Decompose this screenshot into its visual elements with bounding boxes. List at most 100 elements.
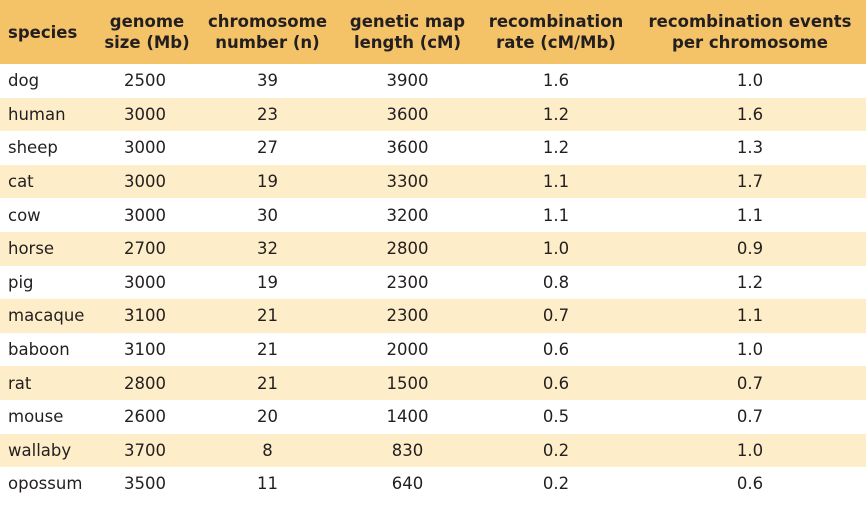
table-cell-genetic-map-length: 1400 <box>337 399 478 434</box>
table-row: macaque 3100 21 2300 0.7 1.1 <box>0 299 866 333</box>
table-row: horse 2700 32 2800 1.0 0.9 <box>0 231 866 266</box>
table-cell-recombination-rate: 1.1 <box>478 198 634 232</box>
table-cell-recombination-rate: 0.6 <box>478 332 634 367</box>
table-cell-genetic-map-length: 2800 <box>337 231 478 266</box>
table-header: species genome size (Mb) chromosome number (… <box>0 0 866 64</box>
column-header-line: genome <box>109 12 185 31</box>
table-cell-recombination-events: 0.7 <box>634 366 866 400</box>
table-cell-species: sheep <box>0 131 96 165</box>
table-cell-chromosome-number: 27 <box>198 131 337 165</box>
column-header-line: length (cM) <box>353 33 462 52</box>
table-cell-genetic-map-length: 3600 <box>337 131 478 165</box>
table-cell-recombination-events: 1.6 <box>634 97 866 132</box>
table-cell-species: opossum <box>0 467 96 501</box>
table-row: sheep 3000 27 3600 1.2 1.3 <box>0 131 866 165</box>
table-cell-genome-size: 2700 <box>96 231 198 266</box>
table-cell-chromosome-number: 8 <box>198 433 337 468</box>
table-cell-genome-size: 3500 <box>96 467 198 501</box>
table-cell-species: baboon <box>0 332 96 367</box>
table-cell-species: cow <box>0 198 96 232</box>
table-cell-genome-size: 3700 <box>96 433 198 468</box>
table-cell-species: cat <box>0 164 96 199</box>
table-cell-chromosome-number: 39 <box>198 64 337 98</box>
column-header-genome-size: genome size (Mb) <box>96 0 198 64</box>
table-cell-genome-size: 3000 <box>96 164 198 199</box>
table-cell-genetic-map-length: 2300 <box>337 265 478 300</box>
table-cell-recombination-rate: 0.6 <box>478 366 634 400</box>
table-cell-species: dog <box>0 64 96 98</box>
column-header-chromosome-number: chromosome number (n) <box>198 0 337 64</box>
column-header-line: genetic map <box>349 12 466 31</box>
column-header-line: recombination <box>488 12 624 31</box>
column-header-line: recombination events <box>648 12 852 31</box>
table-cell-genetic-map-length: 2000 <box>337 332 478 367</box>
table-cell-chromosome-number: 20 <box>198 399 337 434</box>
table-row: cat 3000 19 3300 1.1 1.7 <box>0 164 866 199</box>
table-cell-recombination-rate: 1.2 <box>478 97 634 132</box>
table-cell-recombination-events: 0.6 <box>634 467 866 501</box>
column-header-genetic-map-length: genetic map length (cM) <box>337 0 478 64</box>
table-cell-recombination-events: 1.0 <box>634 332 866 367</box>
table-cell-recombination-rate: 1.2 <box>478 131 634 165</box>
table-cell-chromosome-number: 11 <box>198 467 337 501</box>
table-cell-recombination-events: 1.3 <box>634 131 866 165</box>
table-cell-recombination-events: 1.2 <box>634 265 866 300</box>
table-row: wallaby 3700 8 830 0.2 1.0 <box>0 433 866 468</box>
column-header-line: per chromosome <box>672 33 828 52</box>
table-cell-genetic-map-length: 1500 <box>337 366 478 400</box>
table-cell-recombination-rate: 1.1 <box>478 164 634 199</box>
table-cell-recombination-rate: 0.8 <box>478 265 634 300</box>
table-cell-genome-size: 3100 <box>96 332 198 367</box>
table-cell-species: macaque <box>0 299 96 333</box>
table-cell-genome-size: 3000 <box>96 97 198 132</box>
table-cell-genetic-map-length: 830 <box>337 433 478 468</box>
table-cell-genome-size: 3000 <box>96 198 198 232</box>
column-header-species: species <box>0 0 96 64</box>
table-cell-chromosome-number: 30 <box>198 198 337 232</box>
table-cell-chromosome-number: 21 <box>198 332 337 367</box>
table-cell-recombination-events: 1.0 <box>634 64 866 98</box>
table-cell-species: horse <box>0 231 96 266</box>
table-row: pig 3000 19 2300 0.8 1.2 <box>0 265 866 300</box>
column-header-line: number (n) <box>215 33 320 52</box>
table-cell-species: pig <box>0 265 96 300</box>
column-header-line: size (Mb) <box>104 33 190 52</box>
table-cell-chromosome-number: 19 <box>198 164 337 199</box>
table-cell-species: rat <box>0 366 96 400</box>
column-header-line: rate (cM/Mb) <box>496 33 616 52</box>
column-header-recombination-events: recombination events per chromosome <box>634 0 866 64</box>
table-cell-recombination-events: 1.7 <box>634 164 866 199</box>
table-cell-chromosome-number: 23 <box>198 97 337 132</box>
table-cell-genetic-map-length: 2300 <box>337 299 478 333</box>
column-header-recombination-rate: recombination rate (cM/Mb) <box>478 0 634 64</box>
table-row: human 3000 23 3600 1.2 1.6 <box>0 97 866 132</box>
table-cell-genome-size: 2800 <box>96 366 198 400</box>
recombination-table: species genome size (Mb) chromosome number (… <box>0 0 866 501</box>
table-cell-recombination-events: 1.1 <box>634 299 866 333</box>
table-cell-species: wallaby <box>0 433 96 468</box>
table-cell-recombination-events: 0.7 <box>634 399 866 434</box>
table-cell-recombination-events: 0.9 <box>634 231 866 266</box>
table-cell-chromosome-number: 19 <box>198 265 337 300</box>
table-cell-genome-size: 2500 <box>96 64 198 98</box>
header-row: species genome size (Mb) chromosome number (… <box>0 0 866 64</box>
table-cell-genetic-map-length: 3200 <box>337 198 478 232</box>
table-row: dog 2500 39 3900 1.6 1.0 <box>0 64 866 98</box>
table-cell-genome-size: 2600 <box>96 399 198 434</box>
table-cell-chromosome-number: 32 <box>198 231 337 266</box>
table-cell-species: human <box>0 97 96 132</box>
table-cell-recombination-rate: 0.5 <box>478 399 634 434</box>
table-row: rat 2800 21 1500 0.6 0.7 <box>0 366 866 400</box>
table-cell-species: mouse <box>0 399 96 434</box>
table-row: opossum 3500 11 640 0.2 0.6 <box>0 467 866 501</box>
table-cell-genetic-map-length: 3900 <box>337 64 478 98</box>
table-cell-recombination-rate: 0.2 <box>478 467 634 501</box>
table-row: baboon 3100 21 2000 0.6 1.0 <box>0 332 866 367</box>
table-cell-recombination-events: 1.0 <box>634 433 866 468</box>
table-body: dog 2500 39 3900 1.6 1.0 human 3000 23 3600 1.2 1.6… <box>0 64 866 501</box>
column-header-line: species <box>8 22 78 42</box>
column-header-line: chromosome <box>207 12 328 31</box>
table-cell-recombination-rate: 0.7 <box>478 299 634 333</box>
table-row: cow 3000 30 3200 1.1 1.1 <box>0 198 866 232</box>
table-cell-genome-size: 3100 <box>96 299 198 333</box>
